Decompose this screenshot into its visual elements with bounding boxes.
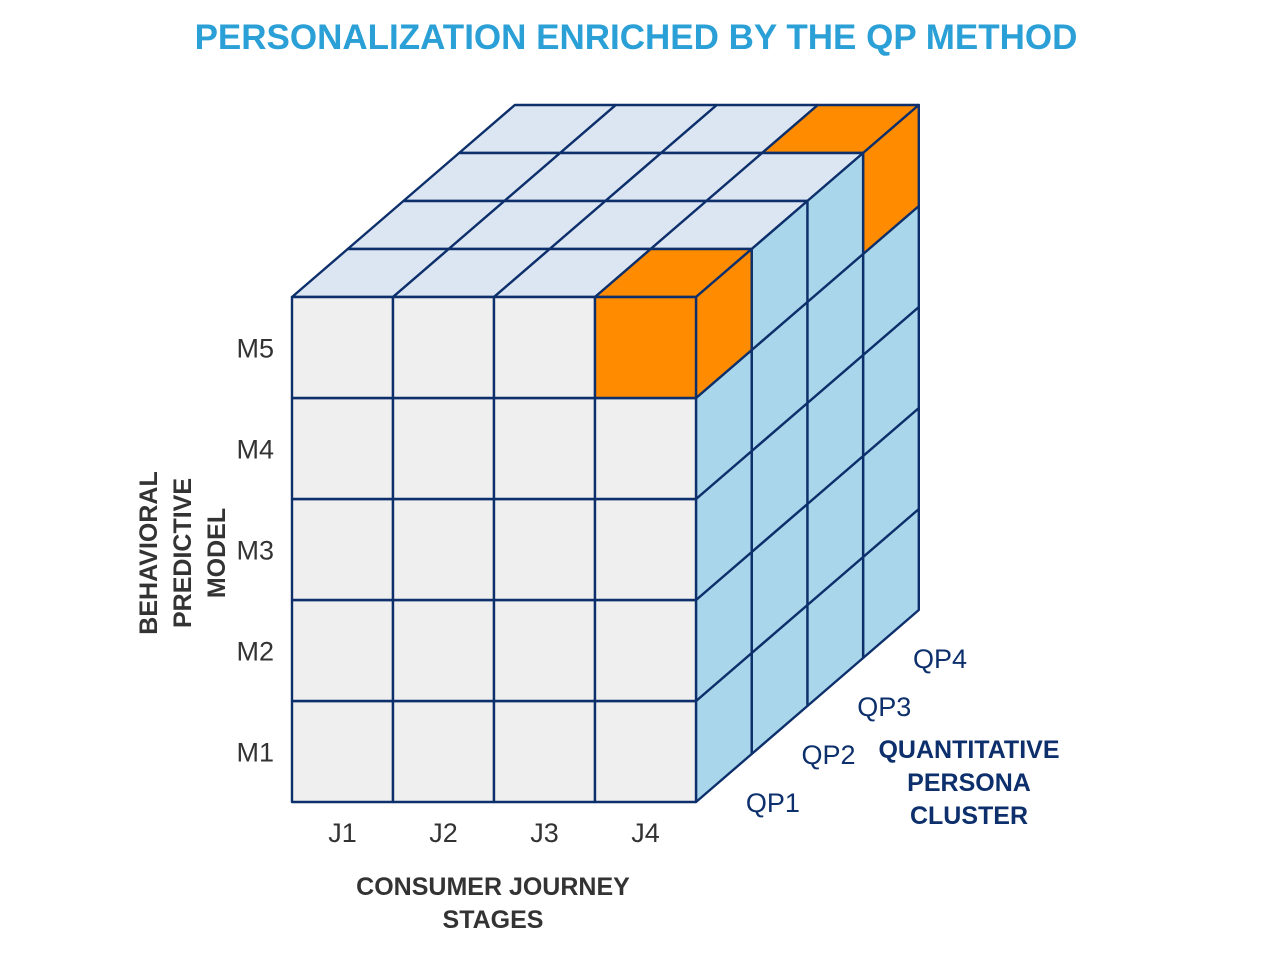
cluster-label: QP3	[857, 692, 911, 722]
cluster-label: QP4	[913, 644, 967, 674]
front-face-cell	[290, 497, 395, 602]
front-face-cell	[593, 295, 698, 400]
front-face-cell	[391, 699, 496, 804]
data-cube	[290, 103, 920, 804]
stage-label: J2	[429, 818, 458, 848]
stage-label: J1	[328, 818, 357, 848]
diagram-title: PERSONALIZATION ENRICHED BY THE QP METHO…	[195, 18, 1078, 57]
front-face-cell	[290, 699, 395, 804]
level-label: M5	[236, 334, 274, 364]
front-face-cell	[492, 396, 597, 501]
vertical-axis-title: MODEL	[203, 508, 231, 598]
horizontal-axis-title: STAGES	[443, 906, 544, 934]
level-label: M4	[236, 435, 274, 465]
vertical-axis-title: BEHAVIORAL	[135, 471, 163, 634]
front-face-cell	[391, 598, 496, 703]
front-face-cell	[391, 497, 496, 602]
front-face-cell	[492, 497, 597, 602]
depth-axis-title: CLUSTER	[910, 802, 1028, 830]
front-face-cell	[593, 396, 698, 501]
front-face-cell	[492, 598, 597, 703]
front-face-cell	[593, 598, 698, 703]
cluster-label: QP1	[746, 788, 800, 818]
stage-label: J4	[631, 818, 660, 848]
level-label: M2	[236, 637, 274, 667]
front-face-cell	[391, 295, 496, 400]
depth-axis-title: PERSONA	[907, 769, 1031, 797]
stage-label: J3	[530, 818, 559, 848]
level-label: M3	[236, 536, 274, 566]
front-face-cell	[290, 396, 395, 501]
vertical-axis-title: PREDICTIVE	[169, 478, 197, 628]
front-face-cell	[593, 497, 698, 602]
front-face-cell	[391, 396, 496, 501]
front-face-cell	[492, 295, 597, 400]
level-label: M1	[236, 738, 274, 768]
depth-axis-title: QUANTITATIVE	[878, 736, 1059, 764]
front-face-cell	[492, 699, 597, 804]
front-face-cell	[593, 699, 698, 804]
horizontal-axis-title: CONSUMER JOURNEY	[356, 873, 630, 901]
front-face-cell	[290, 598, 395, 703]
cluster-label: QP2	[802, 740, 856, 770]
front-face-cell	[290, 295, 395, 400]
